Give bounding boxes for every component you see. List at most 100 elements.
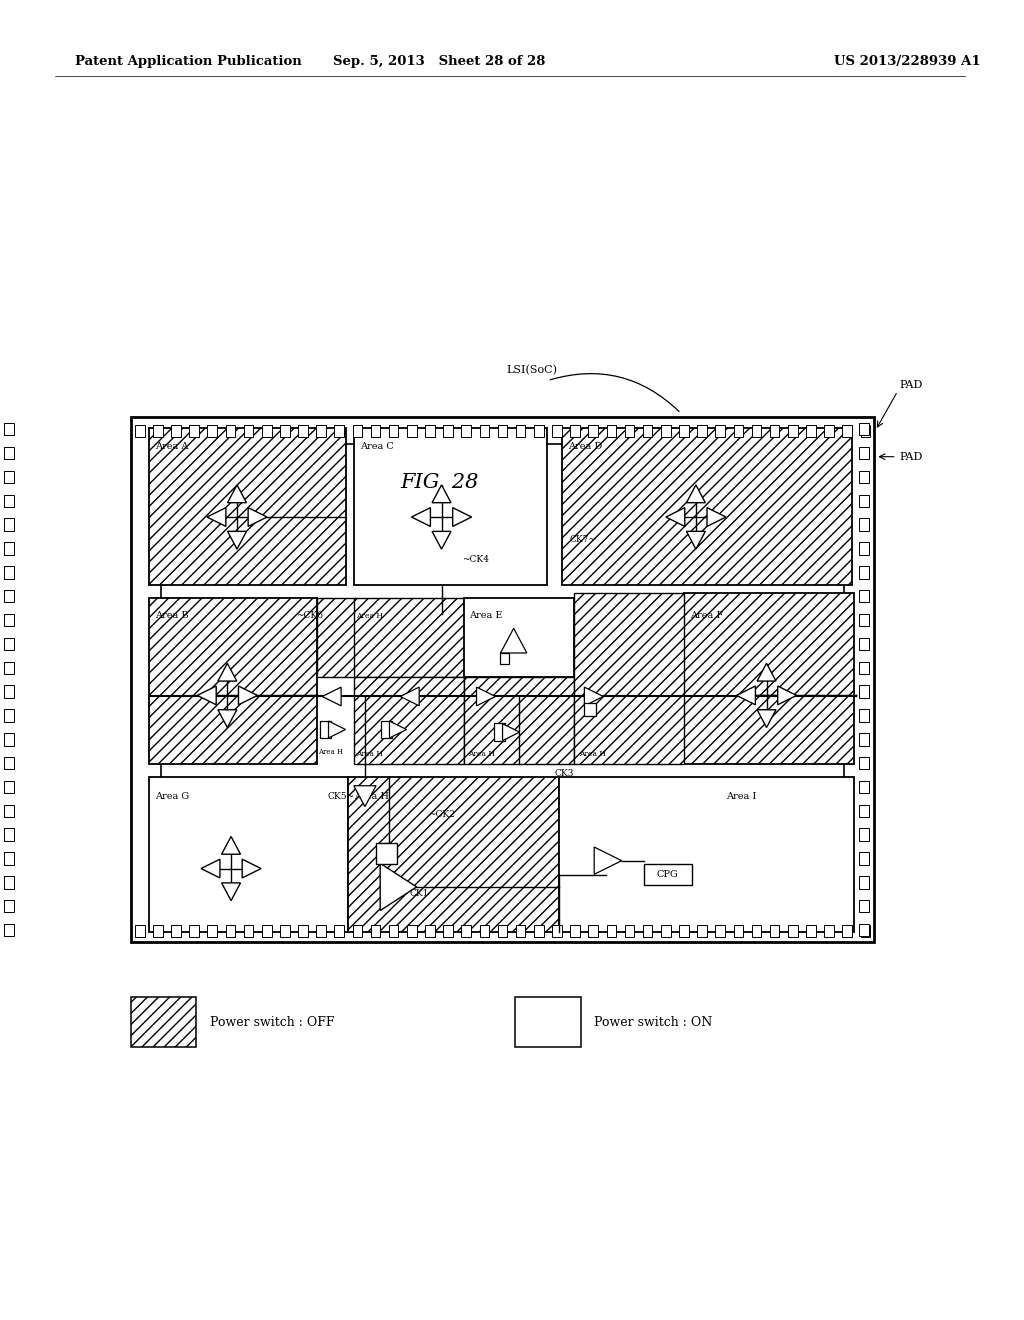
Bar [4,780,13,793]
Polygon shape [503,723,519,741]
Polygon shape [198,686,216,705]
Text: Area H: Area H [318,748,343,756]
Bar [4,756,13,770]
Bar [135,425,144,437]
Polygon shape [585,688,603,706]
Bar [859,471,868,483]
Bar [4,519,13,531]
Bar [498,425,507,437]
Polygon shape [227,484,247,503]
Bar [225,425,236,437]
Bar [859,590,868,602]
Bar [787,425,798,437]
Polygon shape [666,508,685,527]
Bar [859,876,868,888]
Bar [376,843,397,865]
Bar [316,425,326,437]
Bar [606,425,616,437]
Bar [716,425,725,437]
Bar [859,519,868,531]
Bar [860,425,870,437]
Polygon shape [201,859,220,878]
Bar [770,425,779,437]
Text: Area H: Area H [353,792,389,801]
Polygon shape [686,532,706,549]
Bar [787,924,798,937]
Bar [443,425,453,437]
Bar [353,677,464,764]
Bar [679,425,689,437]
Text: Area F: Area F [690,611,723,620]
Bar [4,685,13,698]
Bar [425,924,435,937]
Bar [135,924,144,937]
Bar [534,924,544,937]
Text: ~CK4: ~CK4 [462,554,488,564]
Bar [516,425,525,437]
Bar [4,853,13,865]
Bar [208,924,217,937]
Bar [562,428,852,585]
Polygon shape [243,859,261,878]
Bar [335,924,344,937]
Bar [500,653,509,664]
Polygon shape [239,686,257,705]
Polygon shape [777,686,797,705]
Text: ~CK6: ~CK6 [296,611,323,620]
Bar [4,924,13,936]
Bar [462,924,471,937]
Polygon shape [380,863,417,911]
Bar [570,924,580,937]
Bar [298,425,308,437]
Bar [625,924,634,937]
Bar [353,598,464,677]
Bar [824,924,834,937]
Bar [859,900,868,912]
Bar [262,924,271,937]
Text: FIG. 28: FIG. 28 [400,474,478,492]
Bar [752,425,761,437]
Polygon shape [453,508,472,527]
Bar [407,924,417,937]
Polygon shape [686,484,706,503]
Bar [859,756,868,770]
Bar [644,865,692,886]
Bar [4,733,13,746]
Bar [4,829,13,841]
Text: CK5~: CK5~ [328,792,355,801]
Bar [4,471,13,483]
Bar [150,776,348,932]
Bar [498,924,507,937]
Polygon shape [323,688,341,706]
Text: CK3: CK3 [555,770,574,779]
Text: Power switch : ON: Power switch : ON [594,1015,713,1028]
Bar [371,425,380,437]
Text: Area H: Area H [580,750,606,758]
Bar [4,543,13,554]
Bar [697,924,707,937]
Bar [381,721,392,738]
Bar [625,425,634,437]
Bar [131,417,874,942]
Bar [859,829,868,841]
Polygon shape [757,710,776,727]
Bar [161,444,844,916]
Bar [319,721,331,738]
Bar [806,924,816,937]
Bar [573,593,684,764]
Bar [352,924,362,937]
Bar [859,614,868,626]
Bar [316,924,326,937]
Bar [660,924,671,937]
Bar [4,638,13,651]
Bar [353,428,547,585]
Bar [806,425,816,437]
Bar [859,733,868,746]
Bar [589,425,598,437]
Bar [150,428,346,585]
Bar [479,425,489,437]
Bar [859,495,868,507]
Bar [4,661,13,675]
Bar [189,425,199,437]
Bar [352,425,362,437]
